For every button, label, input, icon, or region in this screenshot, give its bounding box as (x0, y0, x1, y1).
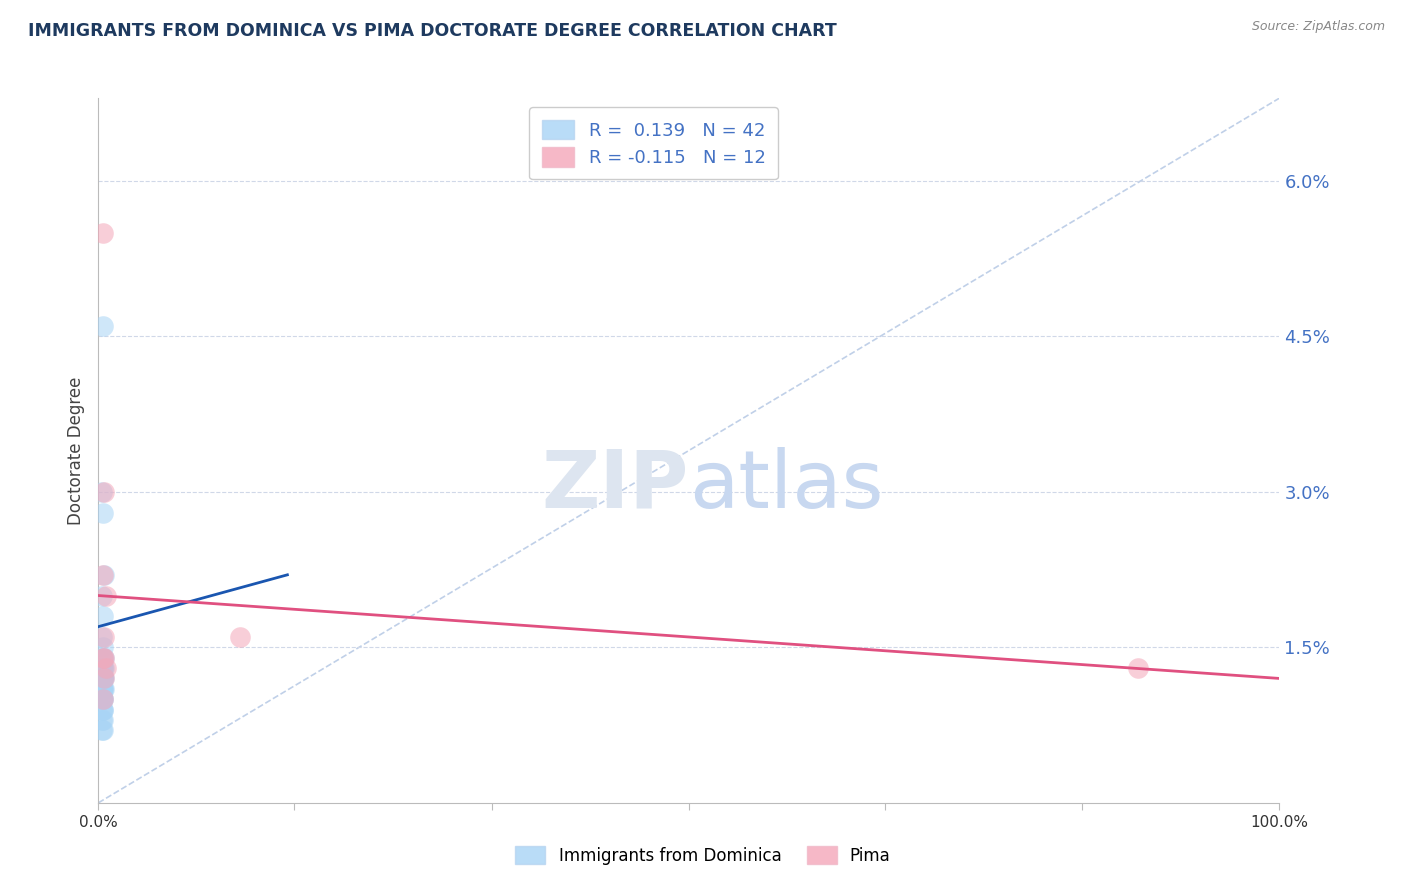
Point (91, 672, 114, 686)
Point (91, 702, 114, 716)
Point (91, 672, 114, 686)
Point (91, 650, 114, 665)
Point (1126, 661, 1149, 675)
Point (93, 681, 115, 696)
Point (93, 672, 115, 686)
Point (91, 484, 114, 499)
Y-axis label: Doctorate Degree: Doctorate Degree (66, 376, 84, 524)
Point (93, 630, 115, 644)
Point (93, 650, 115, 665)
Point (91, 226, 114, 240)
Point (91, 640, 114, 655)
Point (91, 713, 114, 727)
Point (91, 661, 114, 675)
Text: ZIP: ZIP (541, 447, 689, 524)
Point (93, 661, 115, 675)
Point (94, 661, 117, 675)
Point (91, 650, 114, 665)
Point (91, 681, 114, 696)
Point (91, 713, 114, 727)
Point (94, 589, 117, 603)
Text: atlas: atlas (689, 447, 883, 524)
Point (91, 609, 114, 624)
Point (91, 681, 114, 696)
Point (91, 661, 114, 675)
Point (91, 692, 114, 706)
Point (91, 661, 114, 675)
Point (91, 661, 114, 675)
Text: Source: ZipAtlas.com: Source: ZipAtlas.com (1251, 20, 1385, 33)
Point (93, 650, 115, 665)
Point (91, 672, 114, 686)
Point (91, 672, 114, 686)
Point (91, 692, 114, 706)
Point (91, 319, 114, 334)
Point (91, 692, 114, 706)
Point (93, 567, 115, 582)
Point (93, 484, 115, 499)
Point (91, 661, 114, 675)
Point (91, 692, 114, 706)
Legend: Immigrants from Dominica, Pima: Immigrants from Dominica, Pima (508, 838, 898, 873)
Point (91, 672, 114, 686)
Point (91, 681, 114, 696)
Point (91, 702, 114, 716)
Point (91, 589, 114, 603)
Point (229, 630, 252, 644)
Point (91, 506, 114, 520)
Point (91, 567, 114, 582)
Point (91, 672, 114, 686)
Point (91, 692, 114, 706)
Point (91, 672, 114, 686)
Point (91, 723, 114, 738)
Point (93, 672, 115, 686)
Point (91, 723, 114, 738)
Point (91, 702, 114, 716)
Point (91, 650, 114, 665)
Legend: R =  0.139   N = 42, R = -0.115   N = 12: R = 0.139 N = 42, R = -0.115 N = 12 (529, 107, 778, 179)
Point (91, 692, 114, 706)
Point (91, 681, 114, 696)
Text: IMMIGRANTS FROM DOMINICA VS PIMA DOCTORATE DEGREE CORRELATION CHART: IMMIGRANTS FROM DOMINICA VS PIMA DOCTORA… (28, 22, 837, 40)
Point (91, 630, 114, 644)
